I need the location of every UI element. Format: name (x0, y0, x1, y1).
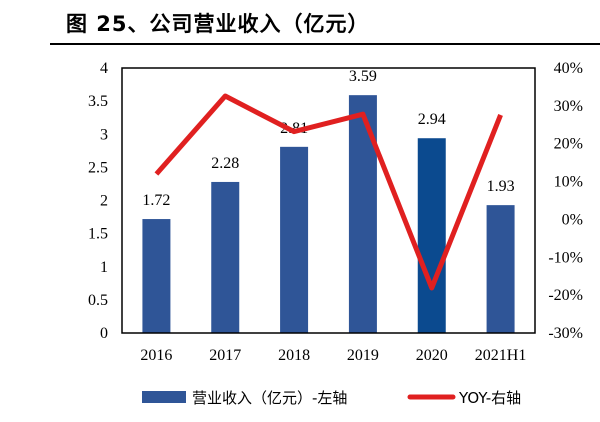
left-tick-label: 3 (100, 126, 108, 143)
left-tick-label: 4 (100, 60, 108, 77)
bar-2018 (280, 146, 309, 333)
left-tick-label: 3.5 (88, 93, 108, 110)
legend-label-revenue: 营业收入（亿元）-左轴 (192, 389, 347, 407)
left-tick-label: 2 (100, 193, 108, 210)
x-tick-label: 2017 (209, 347, 241, 364)
plot-frame (121, 67, 536, 334)
data-label: 1.93 (487, 178, 515, 195)
legend-label-yoy: YOY-右轴 (458, 389, 521, 407)
right-tick-label: -10% (548, 249, 583, 266)
right-tick-label: 40% (554, 60, 583, 77)
data-label: 3.59 (349, 68, 377, 85)
x-tick-label: 2016 (140, 347, 172, 364)
data-label: 2.94 (418, 111, 446, 128)
left-tick-label: 1.5 (88, 226, 108, 243)
x-tick-label: 2021H1 (475, 347, 527, 364)
bar-2017 (211, 181, 240, 333)
bar-2020 (417, 138, 446, 333)
right-tick-label: 0% (562, 211, 583, 228)
left-tick-label: 0 (100, 325, 108, 342)
right-tick-label: -30% (548, 325, 583, 342)
data-label: 2.28 (211, 155, 239, 172)
data-label: 1.72 (142, 192, 170, 209)
chart-title: 图 25、公司营业收入（亿元） (66, 12, 370, 36)
bar-2021H1 (486, 205, 515, 333)
bar-2019 (348, 95, 377, 333)
right-tick-label: -20% (548, 287, 583, 304)
left-tick-label: 0.5 (88, 292, 108, 309)
title-rule (50, 43, 600, 45)
left-tick-label: 1 (100, 259, 108, 276)
x-tick-label: 2018 (278, 347, 310, 364)
x-tick-label: 2019 (347, 347, 379, 364)
data-label: 2.81 (280, 120, 308, 137)
right-tick-label: 10% (554, 174, 583, 191)
right-tick-label: 20% (554, 136, 583, 153)
left-tick-label: 2.5 (88, 159, 108, 176)
x-tick-label: 2020 (416, 347, 448, 364)
yoy-line (154, 93, 503, 291)
bar-2016 (142, 219, 171, 333)
legend-swatch-revenue (142, 391, 186, 403)
right-tick-label: 30% (554, 98, 583, 115)
